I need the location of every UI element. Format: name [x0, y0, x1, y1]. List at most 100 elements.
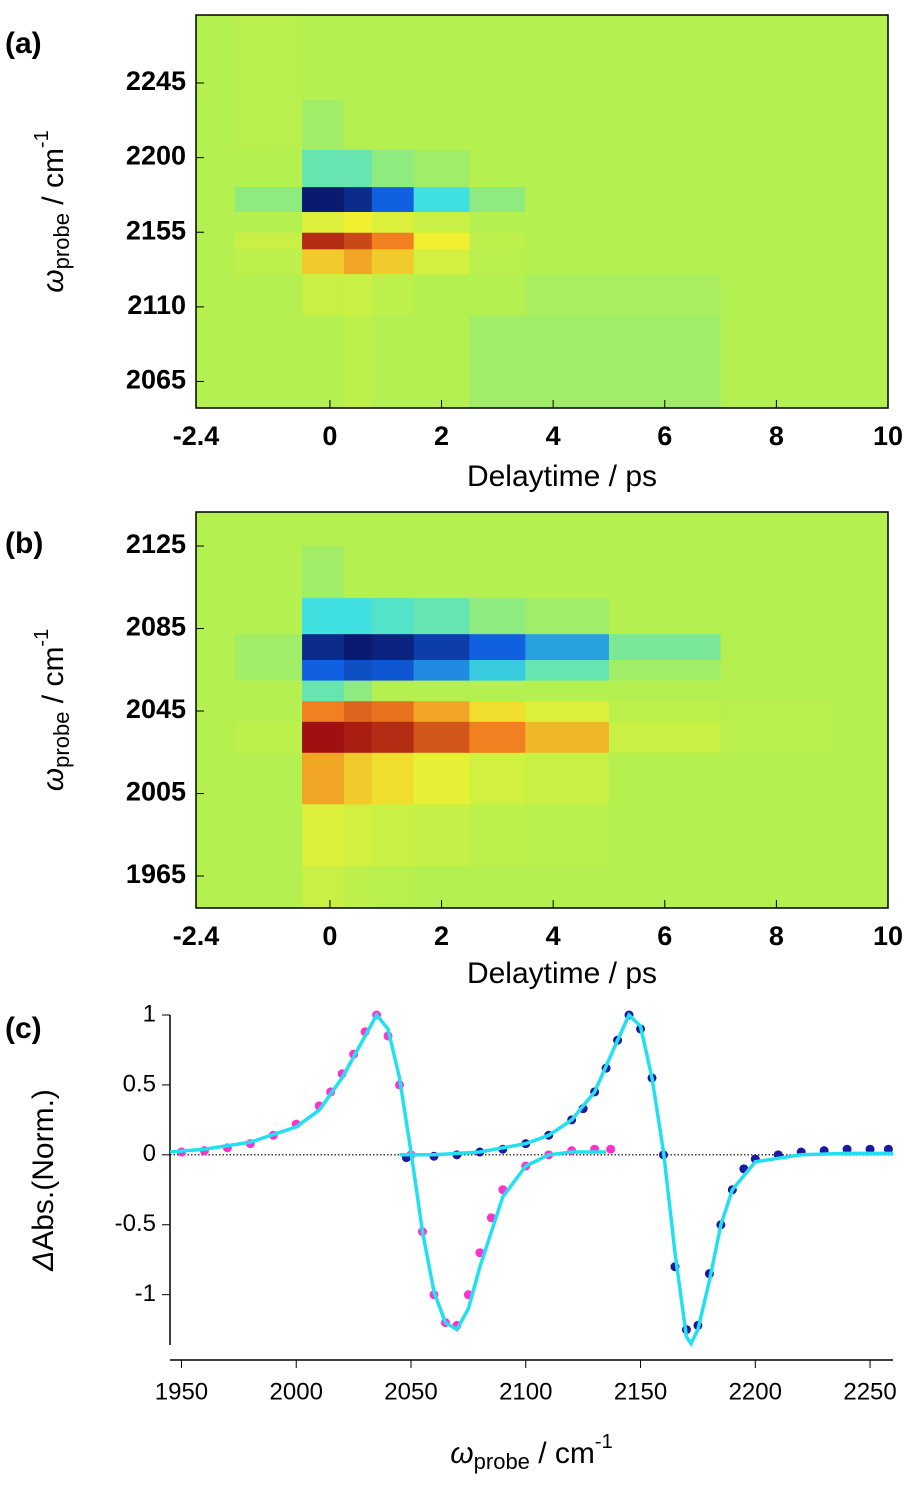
- panel-label: (b): [5, 527, 43, 560]
- contour-cell: [525, 546, 610, 599]
- panel: -2.4 0 2 4 6 8 10 1965 2005 2045 2085 2125 Delaytime…: [5, 511, 903, 990]
- contour-cell: [469, 273, 526, 316]
- contour-cell: [469, 803, 526, 867]
- axis-label-symbol: ω: [37, 269, 70, 292]
- axis-label-subscript: probe: [49, 712, 74, 768]
- contour-cell: [302, 211, 345, 233]
- contour-cell: [371, 211, 415, 233]
- contour-cell: [196, 211, 236, 233]
- contour-cell: [343, 211, 373, 233]
- axis-label-symbol: ω: [450, 1437, 473, 1470]
- contour-cell: [832, 315, 889, 366]
- contour-cell: [302, 659, 345, 681]
- contour-cell: [343, 680, 373, 702]
- contour-cell: [469, 248, 526, 275]
- contour-cell: [235, 633, 303, 660]
- contour-cell: [469, 633, 526, 660]
- contour-cell: [720, 273, 833, 316]
- contour-cell: [720, 546, 833, 599]
- x-tick-label: 2: [434, 421, 449, 451]
- contour-cell: [413, 15, 470, 101]
- contour-cell: [832, 149, 889, 188]
- contour-cell: [235, 248, 303, 275]
- data-point: [865, 1144, 875, 1154]
- contour-cell: [832, 546, 889, 599]
- contour-cell: [413, 186, 470, 212]
- contour-cell: [525, 512, 610, 547]
- contour-cell: [608, 232, 722, 250]
- y-tick-label: 1: [143, 1000, 156, 1027]
- contour-cell: [469, 659, 526, 681]
- contour-cell: [413, 99, 470, 150]
- contour-cell: [196, 248, 236, 275]
- contour-cell: [608, 752, 722, 805]
- contour-cell: [371, 752, 415, 805]
- contour-cell: [413, 546, 470, 599]
- contour-cell: [302, 546, 345, 599]
- contour-cell: [302, 364, 345, 409]
- contour-cell: [302, 248, 345, 275]
- contour-cell: [302, 99, 345, 150]
- contour-cell: [832, 680, 889, 702]
- axis-label-superscript: -1: [31, 130, 53, 148]
- y-tick-label: 1965: [126, 859, 186, 889]
- contour-cell: [196, 803, 236, 867]
- contour-cell: [343, 315, 373, 366]
- plot-frame: [195, 14, 889, 409]
- x-tick-label: 2250: [843, 1378, 896, 1405]
- contour-cell: [196, 659, 236, 681]
- y-tick-label: 2065: [126, 365, 186, 395]
- contour-cell: [525, 803, 610, 867]
- contour-cell: [832, 633, 889, 660]
- contour-cell: [235, 149, 303, 188]
- x-tick-label: 2150: [614, 1378, 667, 1405]
- contour-cell: [343, 149, 373, 188]
- contour-cell: [469, 700, 526, 722]
- contour-cell: [469, 597, 526, 635]
- contour-cell: [608, 803, 722, 867]
- contour-cell: [196, 865, 236, 909]
- contour-cell: [343, 232, 373, 250]
- contour-cell: [608, 633, 722, 660]
- panel: 1950 2000 2050 2100 2150 2200 2250 -1 -0.5 0 0.5 1 ω…: [5, 1000, 897, 1473]
- contour-cell: [371, 512, 415, 547]
- contour-cell: [343, 273, 373, 316]
- x-tick-label: 1950: [155, 1378, 208, 1405]
- contour-cell: [608, 273, 722, 316]
- contour-cell: [302, 803, 345, 867]
- contour-cell: [196, 273, 236, 316]
- contour-cell: [371, 633, 415, 660]
- contour-cell: [832, 803, 889, 867]
- contour-cell: [371, 546, 415, 599]
- contour-cell: [302, 752, 345, 805]
- contour-cell: [413, 659, 470, 681]
- axis-label-superscript: -1: [595, 1431, 613, 1453]
- contour-cell: [371, 248, 415, 275]
- contour-cell: [235, 865, 303, 909]
- contour-cell: [832, 211, 889, 233]
- contour-cell: [608, 149, 722, 188]
- x-tick-label: 4: [546, 421, 561, 451]
- contour-cell: [720, 248, 833, 275]
- contour-cell: [343, 803, 373, 867]
- contour-cell: [832, 721, 889, 753]
- contour-cell: [469, 15, 526, 101]
- contour-cell: [413, 248, 470, 275]
- fit-line: [169, 1011, 607, 1333]
- contour-cell: [302, 315, 345, 366]
- y-axis-label-text: Abs.(Norm.): [27, 1089, 60, 1251]
- data-point: [883, 1144, 893, 1154]
- contour-cell: [343, 659, 373, 681]
- x-tick-label: 0: [322, 921, 337, 951]
- y-tick-label: 2110: [127, 290, 186, 320]
- contour-cell: [720, 700, 833, 722]
- contour-cell: [371, 659, 415, 681]
- contour-cell: [196, 752, 236, 805]
- contour-cell: [832, 700, 889, 722]
- contour-field: [196, 512, 889, 909]
- contour-cell: [720, 633, 833, 660]
- contour-cell: [608, 659, 722, 681]
- contour-cell: [720, 186, 833, 212]
- axis-label-unit: / cm: [37, 647, 70, 712]
